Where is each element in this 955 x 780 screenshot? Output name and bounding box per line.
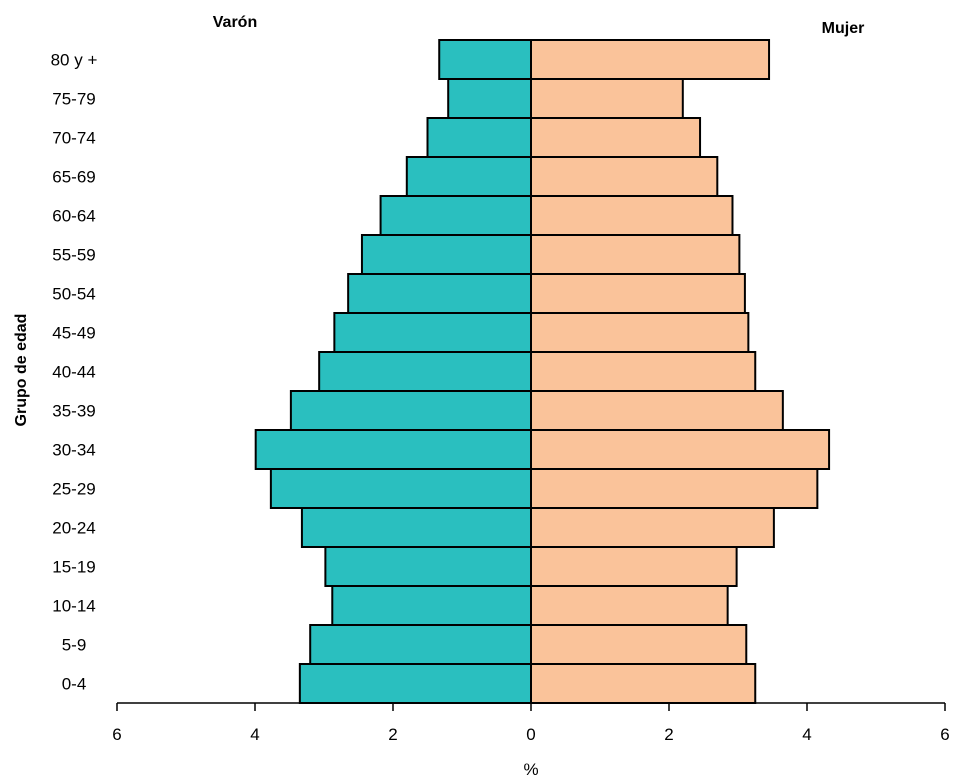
y-tick-label: 30-34: [52, 441, 95, 460]
y-tick-label: 10-14: [52, 597, 95, 616]
bar-mujer-70-74: [530, 117, 702, 158]
bar-mujer-30-34: [530, 429, 831, 470]
bar-mujer-80-y-plus: [530, 39, 771, 80]
y-tick-label: 15-19: [52, 558, 95, 577]
bars-layer: [254, 39, 831, 704]
bar-mujer-35-39: [530, 390, 784, 431]
x-tick-label: 6: [940, 725, 949, 744]
y-tick-label: 20-24: [52, 519, 95, 538]
bar-varon-30-34: [254, 429, 532, 470]
bar-mujer-5-9: [530, 624, 748, 665]
bar-mujer-0-4: [530, 663, 757, 704]
bar-varon-5-9: [309, 624, 533, 665]
bar-varon-20-24: [300, 507, 533, 548]
bar-mujer-65-69: [530, 156, 719, 197]
x-tick-label: 4: [802, 725, 811, 744]
bar-varon-75-79: [447, 78, 533, 119]
bar-mujer-45-49: [530, 312, 750, 353]
y-tick-label: 45-49: [52, 324, 95, 343]
x-tick-label: 0: [526, 725, 535, 744]
bar-varon-40-44: [318, 351, 533, 392]
y-tick-label: 35-39: [52, 402, 95, 421]
bar-varon-80-y-plus: [438, 39, 533, 80]
x-tick-label: 4: [250, 725, 259, 744]
y-tick-label: 0-4: [62, 675, 87, 694]
bar-varon-60-64: [379, 195, 532, 236]
y-tick-label: 25-29: [52, 480, 95, 499]
x-tick-label: 6: [112, 725, 121, 744]
bar-mujer-20-24: [530, 507, 775, 548]
y-tick-label: 40-44: [52, 363, 95, 382]
x-axis-title: %: [523, 760, 538, 779]
bar-mujer-55-59: [530, 234, 741, 275]
y-tick-label: 80 y +: [51, 51, 98, 70]
y-tick-label: 55-59: [52, 246, 95, 265]
bar-varon-55-59: [360, 234, 533, 275]
bar-varon-35-39: [289, 390, 532, 431]
bar-mujer-25-29: [530, 468, 819, 509]
bar-mujer-75-79: [530, 78, 684, 119]
y-axis-title: Grupo de edad: [13, 314, 30, 427]
y-tick-label: 70-74: [52, 129, 95, 148]
bar-mujer-10-14: [530, 585, 729, 626]
bar-varon-0-4: [298, 663, 532, 704]
x-tick-label: 2: [388, 725, 397, 744]
y-tick-label: 50-54: [52, 285, 95, 304]
bar-varon-45-49: [333, 312, 532, 353]
x-tick-label: 2: [664, 725, 673, 744]
bar-mujer-40-44: [530, 351, 757, 392]
bar-varon-50-54: [347, 273, 532, 314]
bar-mujer-15-19: [530, 546, 738, 587]
series-label-varon: Varón: [213, 14, 257, 31]
bar-varon-10-14: [331, 585, 532, 626]
series-label-mujer: Mujer: [822, 20, 865, 37]
bar-mujer-60-64: [530, 195, 734, 236]
y-tick-label: 65-69: [52, 168, 95, 187]
axes-layer: 0-4 5-9 10-14 15-19 20-24 25-29 30-34 35-39 40-4…: [51, 51, 950, 745]
bar-varon-70-74: [426, 117, 532, 158]
bar-mujer-50-54: [530, 273, 746, 314]
y-tick-label: 60-64: [52, 207, 95, 226]
bar-varon-15-19: [324, 546, 532, 587]
bar-varon-65-69: [405, 156, 532, 197]
y-tick-label: 5-9: [62, 636, 87, 655]
bar-varon-25-29: [269, 468, 532, 509]
y-tick-label: 75-79: [52, 90, 95, 109]
